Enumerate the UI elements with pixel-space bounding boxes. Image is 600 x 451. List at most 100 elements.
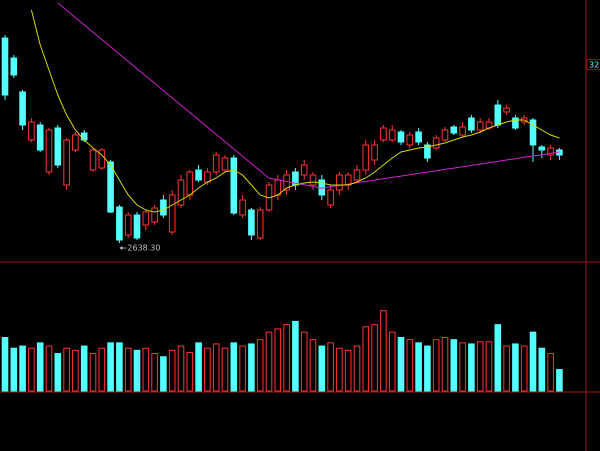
candle-body bbox=[353, 169, 361, 181]
candle-body bbox=[432, 137, 440, 149]
moving-average-line bbox=[30, 9, 560, 213]
candle-body bbox=[256, 209, 264, 239]
candle-body bbox=[424, 144, 431, 159]
candle-body bbox=[529, 119, 537, 146]
candle-body bbox=[80, 132, 88, 141]
plot: 321 2638.30 bbox=[1, 2, 600, 392]
candle-body bbox=[503, 107, 510, 113]
volume-bar bbox=[151, 353, 158, 392]
candle-body bbox=[133, 214, 141, 239]
candle-body bbox=[107, 161, 114, 213]
volume-bar bbox=[45, 345, 53, 392]
annotation: 2638.30 bbox=[127, 244, 160, 253]
y-tick-box bbox=[586, 58, 600, 70]
volume-bar bbox=[116, 342, 123, 392]
volume-bar bbox=[327, 342, 334, 392]
candle-body bbox=[415, 131, 422, 143]
volume-bar bbox=[388, 331, 396, 392]
volume-bar bbox=[274, 328, 282, 392]
volume-bar bbox=[424, 345, 431, 392]
volume-bar bbox=[529, 331, 537, 392]
volume-bar bbox=[547, 353, 554, 392]
volume-bar bbox=[124, 347, 132, 392]
volume-bar bbox=[19, 345, 26, 392]
candle-body bbox=[124, 214, 132, 236]
candle-body bbox=[221, 157, 229, 171]
volume-bar bbox=[406, 339, 414, 392]
volume-bar bbox=[397, 337, 405, 392]
candle-body bbox=[450, 126, 458, 134]
volume-bar bbox=[177, 345, 185, 392]
annotation-arrow-head bbox=[119, 246, 123, 251]
volume-bar bbox=[239, 345, 246, 392]
candle-body bbox=[72, 134, 79, 151]
candle-body bbox=[151, 207, 158, 223]
volume-bar bbox=[265, 331, 273, 392]
volume-bar bbox=[336, 347, 343, 392]
volume-bar bbox=[89, 353, 97, 392]
volume-bar bbox=[195, 342, 202, 392]
candle-body bbox=[204, 171, 211, 183]
volume-bar bbox=[204, 347, 211, 392]
candle-body bbox=[336, 174, 343, 191]
candle-body bbox=[177, 179, 185, 206]
volume-bar bbox=[80, 345, 88, 392]
candle-body bbox=[239, 199, 246, 216]
candle-body bbox=[142, 211, 150, 226]
volume-bar bbox=[344, 349, 352, 392]
y-tick-label: 321 bbox=[589, 60, 600, 69]
candle-body bbox=[168, 194, 176, 233]
candle-body bbox=[362, 144, 370, 171]
candle-body bbox=[274, 179, 282, 196]
volume-bar bbox=[10, 347, 18, 392]
candle-body bbox=[388, 129, 396, 141]
candle-body bbox=[36, 124, 44, 151]
candle-body bbox=[54, 127, 62, 166]
volume-bar bbox=[256, 339, 264, 392]
volume-bar bbox=[432, 339, 440, 392]
volume-bar bbox=[142, 347, 150, 392]
volume-bar bbox=[512, 343, 519, 392]
volume-bar bbox=[292, 320, 299, 392]
candle-body bbox=[116, 206, 123, 241]
candle-body bbox=[230, 157, 238, 214]
candle-body bbox=[397, 131, 405, 143]
volume-bar bbox=[380, 310, 387, 392]
volume-bar bbox=[98, 347, 106, 392]
candle-body bbox=[538, 146, 546, 151]
volume-bar bbox=[63, 347, 70, 392]
candle-body bbox=[309, 174, 317, 186]
volume-bar bbox=[283, 324, 290, 392]
volume-bar bbox=[107, 342, 114, 392]
volume-bar bbox=[520, 345, 528, 392]
candle-body bbox=[459, 126, 466, 136]
candle-body bbox=[512, 117, 519, 129]
volume-bar bbox=[28, 347, 35, 392]
volume-bar bbox=[450, 339, 458, 392]
volume-bar bbox=[485, 341, 493, 392]
volume-bar bbox=[300, 331, 308, 392]
candle-body bbox=[28, 121, 35, 141]
volume-bar bbox=[72, 349, 79, 392]
candle-body bbox=[98, 149, 106, 169]
volume-bar bbox=[441, 337, 449, 392]
moving-average-line bbox=[57, 2, 560, 189]
volume-bar bbox=[362, 326, 370, 392]
volume-bar bbox=[1, 337, 9, 392]
candle-body bbox=[212, 154, 220, 173]
volume-bar bbox=[309, 339, 317, 392]
candle-body bbox=[476, 121, 484, 131]
candle-body bbox=[160, 199, 167, 216]
candle-body bbox=[441, 129, 449, 141]
volume-bar bbox=[556, 369, 563, 392]
volume-bar bbox=[468, 343, 475, 392]
volume-bar bbox=[248, 343, 255, 392]
candle-body bbox=[10, 57, 18, 76]
volume-bar bbox=[318, 345, 326, 392]
candle-body bbox=[195, 169, 202, 181]
candle-body bbox=[406, 134, 414, 146]
volume-bar bbox=[168, 349, 176, 392]
volume-bar bbox=[459, 342, 466, 392]
candle-body bbox=[19, 91, 26, 126]
